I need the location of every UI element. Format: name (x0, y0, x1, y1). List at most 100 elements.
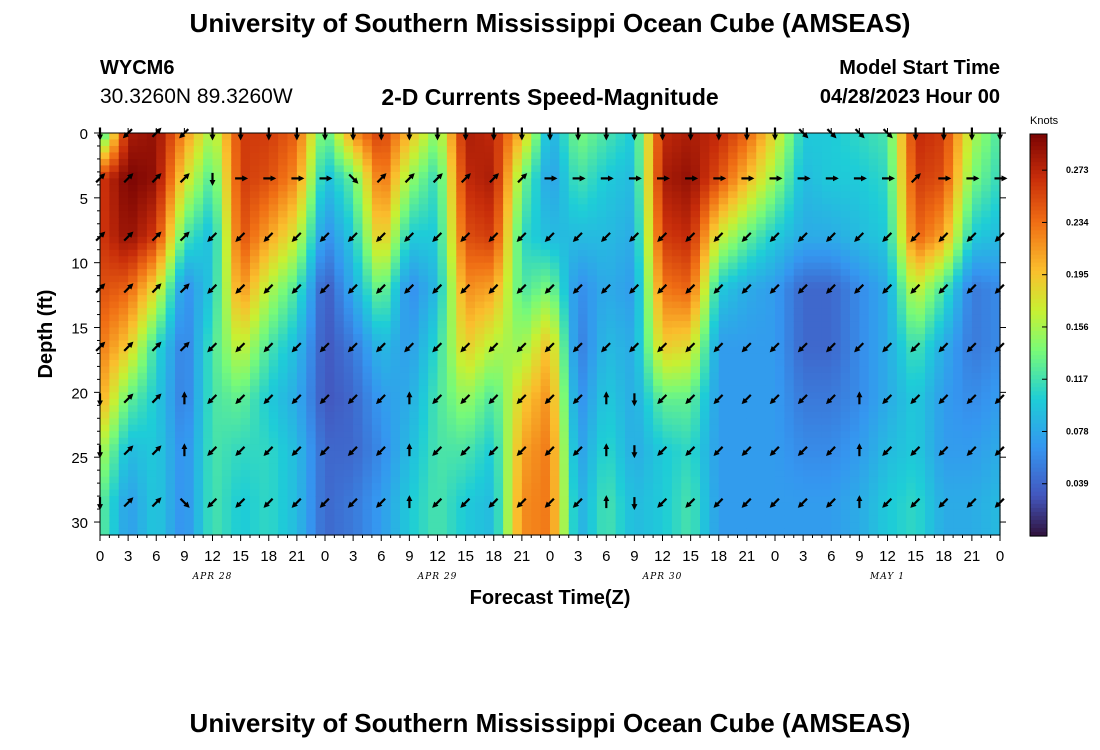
heatmap-cell (690, 405, 701, 413)
heatmap-cell (812, 139, 823, 147)
heatmap-cell (371, 496, 382, 504)
heatmap-cell (100, 463, 110, 471)
heatmap-cell (728, 145, 739, 154)
heatmap-cell (484, 249, 495, 257)
heatmap-cell (175, 269, 185, 277)
heatmap-cell (615, 275, 626, 283)
heatmap-cell (587, 184, 598, 192)
heatmap-cell (784, 210, 795, 218)
heatmap-cell (793, 282, 804, 290)
heatmap-cell (793, 411, 804, 419)
heatmap-cell (456, 483, 467, 491)
heatmap-cell (625, 249, 635, 257)
heatmap-cell (371, 178, 382, 186)
heatmap-cell (296, 515, 307, 523)
heatmap-cell (615, 457, 626, 465)
heatmap-cell (315, 275, 326, 283)
heatmap-cell (428, 405, 439, 413)
heatmap-cell (240, 223, 251, 231)
heatmap-cell (737, 197, 748, 205)
heatmap-cell (625, 308, 635, 316)
heatmap-cell (221, 197, 232, 205)
heatmap-cell (109, 171, 120, 179)
heatmap-cell (737, 470, 748, 478)
heatmap-cell (278, 327, 289, 335)
heatmap-cell (812, 424, 823, 432)
heatmap-cell (690, 379, 701, 387)
heatmap-cell (343, 496, 354, 504)
heatmap-cell (793, 184, 804, 192)
heatmap-cell (578, 249, 589, 257)
heatmap-cell (625, 295, 635, 303)
heatmap-cell (690, 145, 701, 154)
heatmap-cell (325, 405, 335, 413)
heatmap-cell (203, 223, 214, 231)
heatmap-cell (165, 470, 176, 478)
heatmap-cell (531, 405, 542, 413)
heatmap-cell (700, 457, 710, 465)
heatmap-cell (765, 476, 776, 484)
heatmap-cell (709, 405, 720, 413)
heatmap-cell (606, 372, 617, 380)
heatmap-cell (765, 223, 776, 231)
heatmap-cell (334, 152, 345, 160)
heatmap-cell (446, 145, 457, 154)
heatmap-cell (287, 509, 298, 517)
heatmap-cell (559, 165, 570, 173)
heatmap-cell (390, 334, 401, 342)
heatmap-cell (812, 528, 823, 536)
heatmap-cell (550, 457, 560, 465)
heatmap-cell (756, 392, 767, 400)
heatmap-cell (559, 457, 570, 465)
heatmap-cell (784, 392, 795, 400)
heatmap-cell (400, 308, 410, 316)
heatmap-cell (371, 334, 382, 342)
heatmap-cell (409, 398, 420, 406)
heatmap-cell (521, 288, 532, 296)
heatmap-cell (371, 133, 382, 141)
heatmap-cell (503, 470, 514, 478)
heatmap-cell (334, 483, 345, 491)
heatmap-cell (128, 223, 139, 231)
heatmap-cell (353, 301, 364, 309)
heatmap-cell (371, 522, 382, 530)
heatmap-cell (596, 256, 607, 264)
heatmap-cell (615, 418, 626, 426)
heatmap-cell (493, 405, 504, 413)
heatmap-cell (165, 340, 176, 348)
heatmap-cell (812, 145, 823, 154)
heatmap-cell (325, 133, 335, 141)
heatmap-cell (137, 191, 148, 199)
heatmap-cell (784, 191, 795, 199)
heatmap-cell (146, 418, 157, 426)
heatmap-cell (278, 158, 289, 167)
heatmap-cell (353, 204, 364, 212)
heatmap-cell (221, 411, 232, 419)
heatmap-cell (756, 288, 767, 296)
heatmap-cell (606, 522, 617, 530)
heatmap-cell (278, 191, 289, 199)
heatmap-cell (184, 372, 195, 380)
heatmap-cell (737, 366, 748, 374)
heatmap-cell (596, 171, 607, 179)
heatmap-cell (418, 340, 429, 348)
heatmap-cell (175, 223, 185, 231)
heatmap-cell (437, 243, 448, 251)
heatmap-cell (156, 385, 167, 393)
heatmap-cell (803, 321, 814, 329)
heatmap-cell (268, 444, 279, 452)
heatmap-cell (240, 275, 251, 283)
heatmap-cell (390, 509, 401, 517)
heatmap-cell (278, 230, 289, 238)
heatmap-cell (278, 308, 289, 316)
heatmap-cell (681, 424, 692, 432)
heatmap-cell (484, 158, 495, 167)
heatmap-cell (831, 470, 842, 478)
heatmap-cell (296, 301, 307, 309)
heatmap-cell (409, 515, 420, 523)
heatmap-cell (109, 210, 120, 218)
heatmap-cell (503, 431, 514, 439)
heatmap-cell (578, 450, 589, 458)
heatmap-cell (671, 133, 682, 141)
heatmap-cell (521, 522, 532, 530)
